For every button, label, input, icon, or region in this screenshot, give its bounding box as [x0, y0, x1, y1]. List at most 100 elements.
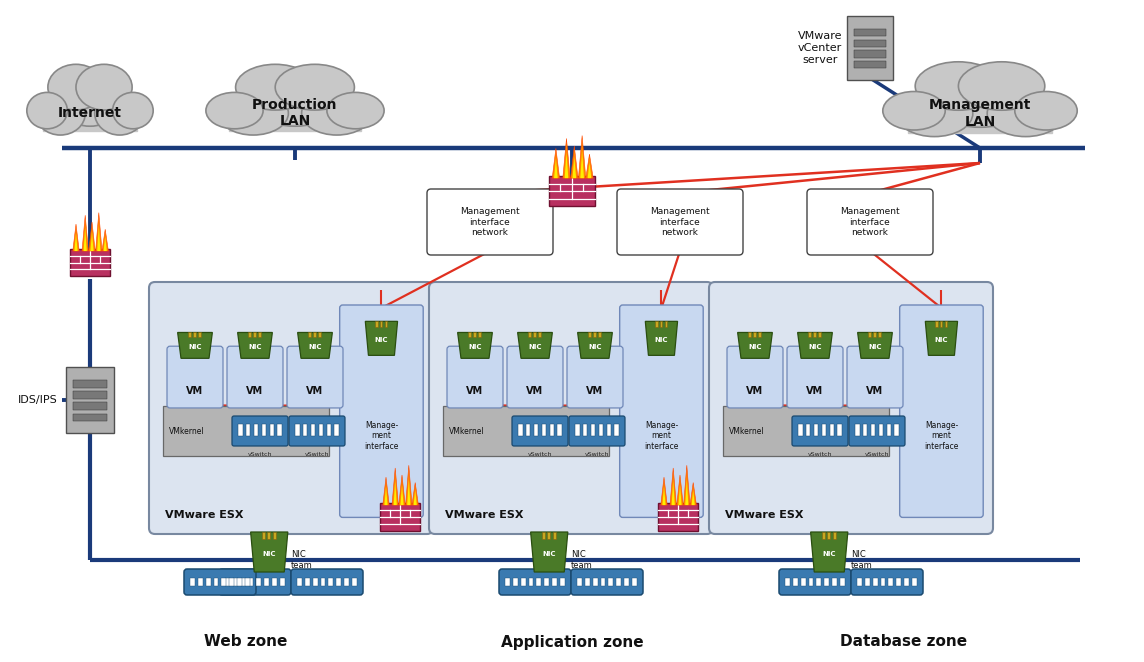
Polygon shape	[406, 465, 412, 505]
FancyBboxPatch shape	[513, 416, 569, 446]
Polygon shape	[531, 532, 567, 572]
Bar	[873, 332, 876, 337]
Text: Manage-
ment
interface: Manage- ment interface	[924, 421, 959, 451]
Bar	[248, 578, 254, 586]
Bar	[549, 176, 595, 207]
Ellipse shape	[48, 64, 104, 110]
FancyBboxPatch shape	[620, 305, 704, 518]
Text: NIC: NIC	[809, 344, 821, 350]
Polygon shape	[84, 228, 87, 251]
Polygon shape	[517, 332, 553, 358]
Polygon shape	[563, 138, 570, 178]
Bar	[601, 578, 605, 586]
Polygon shape	[645, 321, 677, 355]
Ellipse shape	[76, 64, 132, 110]
Polygon shape	[685, 479, 689, 505]
Bar	[793, 578, 797, 586]
Text: VM: VM	[807, 387, 824, 397]
Polygon shape	[82, 215, 88, 251]
FancyBboxPatch shape	[447, 346, 503, 408]
Text: NIC: NIC	[748, 344, 762, 350]
Polygon shape	[580, 150, 583, 178]
Bar	[384, 321, 387, 328]
Bar	[855, 50, 885, 58]
Bar	[253, 332, 256, 337]
Polygon shape	[588, 163, 591, 178]
FancyBboxPatch shape	[184, 569, 256, 595]
Text: VMkernel: VMkernel	[729, 426, 764, 436]
Bar	[521, 578, 525, 586]
Bar	[658, 503, 698, 531]
Bar	[238, 424, 243, 436]
Polygon shape	[553, 148, 559, 178]
Bar	[606, 424, 611, 436]
Bar	[312, 578, 318, 586]
Polygon shape	[97, 226, 101, 251]
Bar	[945, 321, 947, 328]
Bar	[320, 578, 326, 586]
Ellipse shape	[302, 91, 372, 135]
FancyBboxPatch shape	[287, 346, 343, 408]
Text: VMware ESX: VMware ESX	[725, 510, 803, 520]
Bar	[529, 578, 533, 586]
Bar	[865, 578, 869, 586]
Bar	[753, 332, 756, 337]
Bar	[609, 578, 613, 586]
Polygon shape	[670, 468, 676, 505]
Text: VMware ESX: VMware ESX	[165, 510, 244, 520]
FancyBboxPatch shape	[43, 103, 137, 131]
Text: vSwitch: vSwitch	[527, 452, 553, 457]
Bar	[625, 578, 629, 586]
Bar	[614, 424, 619, 436]
Bar	[837, 424, 842, 436]
Bar	[328, 578, 333, 586]
Bar	[380, 503, 420, 531]
Polygon shape	[677, 475, 683, 505]
Text: NIC: NIC	[823, 551, 836, 557]
Polygon shape	[365, 321, 398, 355]
Bar	[303, 424, 308, 436]
Bar	[245, 578, 251, 586]
Bar	[801, 578, 805, 586]
Bar	[809, 578, 813, 586]
Bar	[336, 578, 341, 586]
Polygon shape	[407, 479, 411, 505]
Ellipse shape	[987, 91, 1064, 136]
Bar	[660, 321, 662, 328]
Bar	[318, 332, 321, 337]
Bar	[272, 532, 276, 540]
Bar	[268, 532, 270, 540]
Polygon shape	[672, 481, 675, 505]
Polygon shape	[238, 332, 272, 358]
Bar	[198, 332, 201, 337]
FancyBboxPatch shape	[167, 346, 223, 408]
Bar	[256, 578, 261, 586]
Polygon shape	[394, 481, 397, 505]
Bar	[73, 380, 106, 387]
Ellipse shape	[35, 91, 86, 135]
Text: NIC: NIC	[262, 551, 276, 557]
Ellipse shape	[896, 91, 972, 136]
FancyBboxPatch shape	[567, 346, 623, 408]
Polygon shape	[572, 158, 577, 178]
Text: VM: VM	[746, 387, 763, 397]
Bar	[296, 578, 302, 586]
Bar	[582, 424, 588, 436]
Bar	[240, 578, 246, 586]
Bar	[879, 332, 881, 337]
Text: NIC: NIC	[468, 344, 482, 350]
Bar	[537, 578, 541, 586]
Bar	[897, 578, 901, 586]
Bar	[617, 578, 621, 586]
Text: NIC: NIC	[654, 337, 668, 343]
Bar	[805, 424, 810, 436]
Polygon shape	[662, 487, 666, 505]
Bar	[193, 332, 196, 337]
Bar	[246, 424, 251, 436]
Text: Database zone: Database zone	[840, 634, 968, 649]
Bar	[304, 578, 310, 586]
Bar	[823, 532, 825, 540]
Text: VM: VM	[186, 387, 204, 397]
Polygon shape	[74, 234, 78, 251]
Bar	[545, 578, 549, 586]
